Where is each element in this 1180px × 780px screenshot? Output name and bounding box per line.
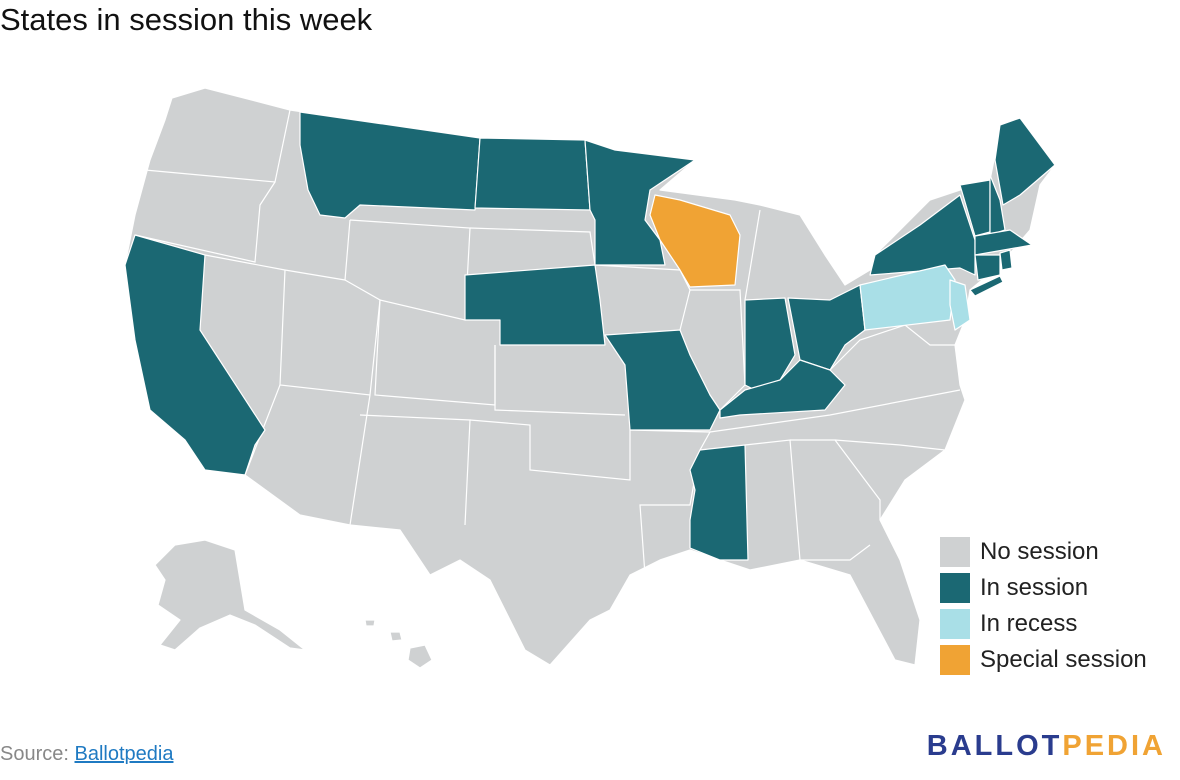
state xyxy=(604,329,721,431)
source-link[interactable]: Ballotpedia xyxy=(74,743,174,765)
border xyxy=(690,289,746,411)
state xyxy=(689,444,749,561)
border xyxy=(800,544,871,561)
alaska xyxy=(154,539,306,651)
state xyxy=(989,174,1006,236)
source-label: Source: xyxy=(0,743,69,765)
state xyxy=(974,229,1033,256)
hawaii xyxy=(364,619,376,627)
border xyxy=(494,345,626,416)
legend-label: Special session xyxy=(980,646,1147,673)
state xyxy=(949,279,971,331)
border xyxy=(469,419,631,481)
border xyxy=(709,389,961,433)
state xyxy=(719,359,846,419)
state xyxy=(999,249,1013,271)
legend-swatch xyxy=(940,609,970,639)
state xyxy=(969,275,1004,297)
border xyxy=(469,227,596,266)
legend-item: Special session xyxy=(940,642,1147,678)
state xyxy=(994,117,1056,206)
border xyxy=(134,181,276,263)
hawaii xyxy=(407,644,433,669)
legend-item: In session xyxy=(940,570,1147,606)
title: States in session this week xyxy=(0,2,373,37)
hawaii xyxy=(389,631,403,642)
legend-label: In recess xyxy=(980,610,1078,637)
legend: No session In session In recess Special ses… xyxy=(940,534,1147,678)
state xyxy=(974,254,1001,281)
logo-part: PEDIA xyxy=(1062,730,1166,762)
legend-swatch xyxy=(940,645,970,675)
border xyxy=(349,394,371,526)
legend-swatch xyxy=(940,573,970,603)
state xyxy=(124,234,266,476)
border xyxy=(594,264,691,331)
border xyxy=(349,219,471,321)
state xyxy=(649,194,741,288)
border xyxy=(744,209,761,301)
border xyxy=(790,439,881,520)
border xyxy=(204,219,351,281)
logo: BALLOTPEDIA xyxy=(927,730,1166,763)
state xyxy=(299,111,481,219)
legend-item: No session xyxy=(940,534,1147,570)
logo-part: BALLOT xyxy=(926,730,1063,762)
legend-label: In session xyxy=(980,574,1089,601)
state xyxy=(474,137,591,211)
source: Source: Ballotpedia xyxy=(0,743,173,766)
border xyxy=(834,439,946,451)
legend-swatch xyxy=(940,537,970,567)
state xyxy=(464,264,606,346)
legend-label: No session xyxy=(980,538,1099,565)
legend-item: In recess xyxy=(940,606,1147,642)
